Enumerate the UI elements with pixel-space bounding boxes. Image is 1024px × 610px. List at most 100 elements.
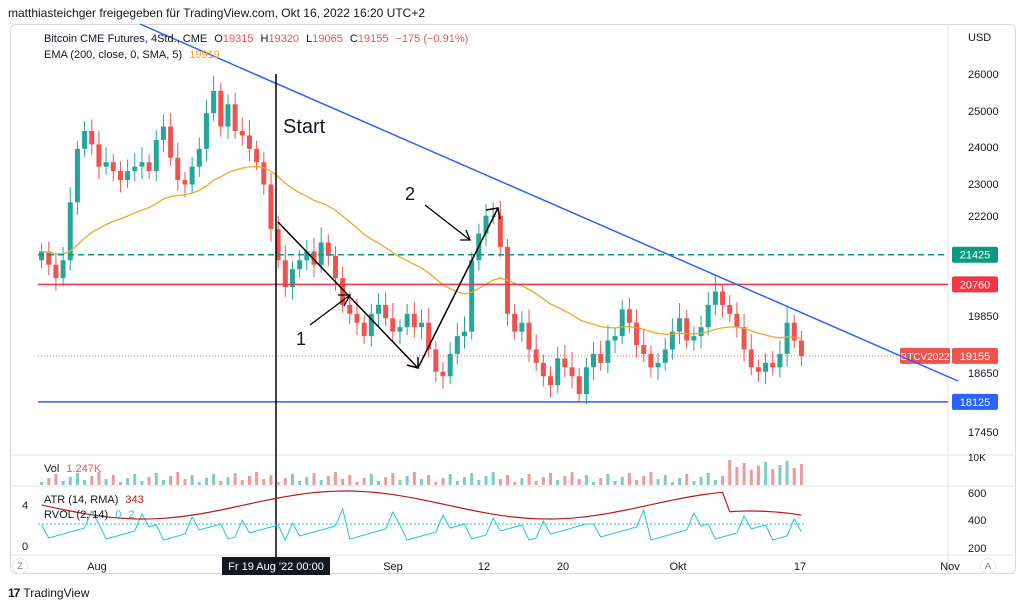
volume-bar <box>90 476 94 485</box>
volume-bar <box>219 481 223 485</box>
volume-bar <box>520 478 524 485</box>
volume-bar <box>706 473 710 485</box>
volume-bar <box>756 466 760 485</box>
candle-body <box>225 104 231 127</box>
volume-bar <box>341 479 345 485</box>
volume-bar <box>685 474 689 485</box>
price-change: −175 (−0.91%) <box>395 33 469 45</box>
volume-label[interactable]: Vol <box>44 463 60 475</box>
candle-body <box>311 251 317 265</box>
candle-body <box>497 215 503 247</box>
candle-body <box>648 353 654 368</box>
y-tick-label: 23000 <box>968 179 999 191</box>
volume-bar <box>642 476 646 485</box>
volume-bar <box>448 474 452 485</box>
candle-body <box>282 260 288 288</box>
candle-body <box>755 367 761 372</box>
volume-bar <box>455 481 459 485</box>
symbol-badge-label: BTCV2022 <box>901 352 950 363</box>
volume-bar <box>513 482 517 485</box>
candle-body <box>232 104 238 131</box>
volume-bar <box>549 473 553 485</box>
rvol-tick-label: 0 <box>22 541 28 553</box>
candle-body <box>784 322 790 354</box>
candles-group <box>39 75 804 405</box>
candle-body <box>462 331 468 337</box>
atr-label[interactable]: ATR (14, RMA) <box>44 494 119 506</box>
x-tick-label: Sep <box>383 561 403 573</box>
volume-bar <box>441 478 445 485</box>
candle-body <box>46 251 52 265</box>
volume-bar <box>627 473 631 485</box>
ohlc-c-label: C <box>349 33 358 45</box>
volume-bar <box>97 472 101 485</box>
volume-bar <box>140 481 144 485</box>
symbol-legend: Bitcoin CME Futures, 4Std., CME O19315 H… <box>44 33 472 45</box>
volume-bar <box>749 470 753 485</box>
volume-bar <box>491 472 495 485</box>
price-level-badge <box>952 276 998 293</box>
volume-bar <box>498 479 502 485</box>
candle-body <box>67 202 73 261</box>
candle-body <box>705 304 711 328</box>
volume-bar <box>764 462 768 485</box>
price-level-label: 20760 <box>960 279 991 291</box>
volume-bar <box>563 476 567 485</box>
candle-body <box>182 180 188 185</box>
footer-brand[interactable]: TradingView <box>23 586 90 600</box>
candle-body <box>555 358 561 386</box>
ohlc-open: 19315 <box>222 33 254 45</box>
candle-body <box>375 304 381 314</box>
symbol-title[interactable]: Bitcoin CME Futures, 4Std., CME <box>44 33 208 45</box>
wave-arrowhead <box>406 357 419 369</box>
atr-value: 343 <box>125 494 144 506</box>
tradingview-logo-icon: 17 <box>8 586 20 600</box>
candle-body <box>433 349 439 372</box>
volume-bar <box>169 476 173 485</box>
wave1-pointer <box>309 294 351 326</box>
volume-bar <box>534 481 538 485</box>
volume-bar <box>606 474 610 485</box>
candle-body <box>798 340 804 356</box>
x-tick-label: 12 <box>478 561 490 573</box>
volume-bar <box>541 477 545 485</box>
candle-body <box>261 162 267 185</box>
candle-body <box>289 269 295 288</box>
candle-body <box>411 313 417 328</box>
volume-bar <box>405 476 409 485</box>
volume-bar <box>778 465 782 485</box>
candle-body <box>160 126 166 140</box>
volume-bar <box>233 473 237 485</box>
ema-legend: EMA (200, close, 0, SMA, 5) 19919 <box>44 49 224 61</box>
volume-bar <box>470 473 474 485</box>
volume-bar <box>398 480 402 485</box>
volume-bar <box>656 479 660 485</box>
candle-body <box>598 353 604 363</box>
price-level-badge <box>952 246 998 263</box>
candle-body <box>562 358 568 368</box>
volume-bar <box>305 477 309 485</box>
rvol-label[interactable]: RVOL (2, 14) <box>44 509 109 521</box>
candle-body <box>720 291 726 305</box>
ema-label[interactable]: EMA (200, close, 0, SMA, 5) <box>44 49 183 61</box>
volume-bar <box>771 469 775 485</box>
volume-bar <box>649 472 653 485</box>
volume-bar <box>721 476 725 485</box>
volume-bar <box>319 480 323 485</box>
candle-body <box>727 304 733 314</box>
candle-body <box>519 322 525 332</box>
candle-body <box>383 304 389 319</box>
volume-bar <box>269 475 273 485</box>
atr-tick-label: 600 <box>968 488 986 500</box>
candle-body <box>268 184 274 230</box>
y-tick-label: 26000 <box>968 69 999 81</box>
candle-body <box>404 313 410 328</box>
rvol-value-1: 0 <box>115 509 122 521</box>
y-tick-label: 22200 <box>968 211 999 223</box>
auto-scale-button[interactable]: A <box>980 558 996 574</box>
zoom-z-button[interactable]: Z <box>12 558 28 574</box>
volume-bar <box>384 477 388 485</box>
candle-body <box>318 242 324 265</box>
volume-bar <box>126 478 130 485</box>
